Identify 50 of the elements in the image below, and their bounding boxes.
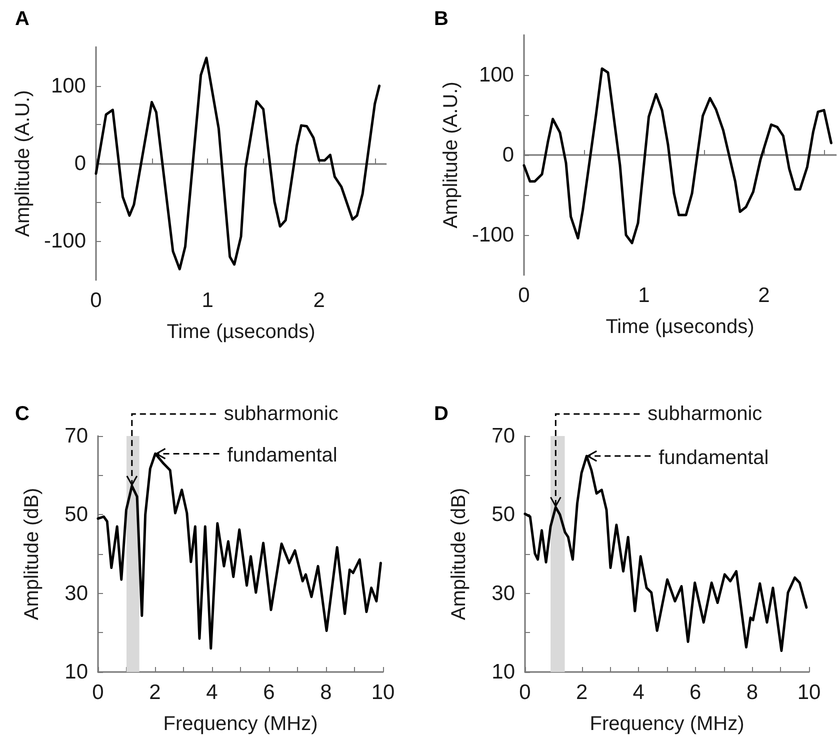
- y-tick-label: 100: [478, 64, 514, 86]
- x-tick-label: 2: [149, 681, 161, 704]
- x-tick-label: 2: [313, 289, 325, 312]
- y-axis-title: Amplitude (A.U.): [440, 82, 462, 228]
- y-axis-title: Amplitude (dB): [448, 488, 470, 620]
- y-tick-label: 100: [50, 74, 86, 98]
- y-tick-label: 30: [492, 582, 515, 605]
- line-series: [522, 67, 832, 244]
- annotation: subharmonic: [224, 403, 338, 425]
- y-axis-title: Amplitude (dB): [21, 488, 43, 620]
- x-tick-label: 0: [519, 681, 531, 704]
- y-tick-label: 0: [502, 144, 514, 166]
- line-series: [94, 56, 381, 270]
- x-tick-label: 8: [320, 681, 332, 704]
- x-tick-label: 8: [746, 681, 758, 704]
- x-tick-label: 0: [92, 681, 104, 704]
- x-axis-title: Time (µseconds): [166, 321, 316, 343]
- x-axis-title: Frequency (MHz): [590, 713, 744, 735]
- y-tick-label: 30: [64, 582, 88, 605]
- x-tick-label: 4: [632, 681, 645, 704]
- x-axis-title: Time (µseconds): [606, 316, 754, 338]
- annotation: subharmonic: [648, 403, 762, 425]
- x-tick-label: 10: [371, 681, 395, 704]
- y-tick-label: 50: [492, 503, 515, 526]
- x-tick-label: 4: [206, 681, 218, 704]
- x-tick-label: 1: [638, 284, 650, 307]
- chart-title: C: [15, 403, 30, 425]
- x-tick-label: 1: [202, 289, 214, 312]
- x-tick-label: 2: [758, 284, 770, 307]
- x-axis-title: Frequency (MHz): [163, 713, 318, 735]
- y-axis-title: Amplitude (A.U.): [12, 90, 34, 237]
- y-tick-label: 10: [64, 660, 88, 684]
- y-tick-label: 70: [492, 424, 515, 448]
- y-tick-label: 10: [492, 660, 515, 684]
- chart-title: B: [434, 8, 448, 30]
- annotation: fundamental: [227, 444, 338, 467]
- annotation: fundamental: [658, 447, 769, 470]
- chart-title: D: [434, 403, 448, 425]
- x-tick-label: 0: [518, 284, 530, 307]
- x-tick-label: 0: [90, 289, 102, 312]
- x-tick-label: 6: [690, 681, 702, 704]
- y-tick-label: 0: [74, 152, 86, 175]
- y-tick-label: 70: [64, 424, 88, 448]
- x-tick-label: 10: [797, 681, 821, 704]
- y-tick-label: 50: [64, 503, 88, 526]
- x-tick-label: 2: [576, 681, 588, 704]
- y-tick-label: -100: [44, 230, 86, 253]
- y-tick-label: -100: [472, 224, 514, 246]
- x-tick-label: 6: [263, 681, 275, 704]
- chart-title: A: [15, 8, 30, 30]
